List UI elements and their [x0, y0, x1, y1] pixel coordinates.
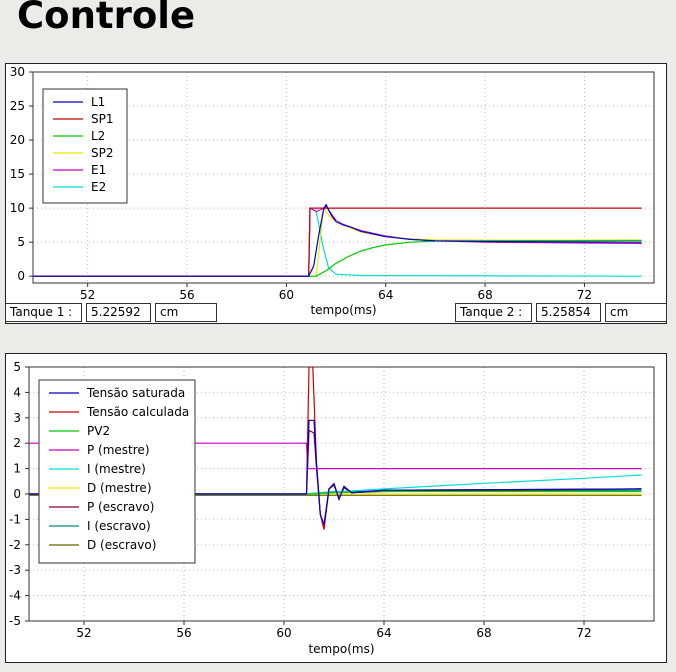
- tank2-unit: cm: [605, 303, 667, 322]
- legend-box: [38, 379, 196, 564]
- legend-label-l1: L1: [91, 95, 105, 109]
- legend-label-e2: E2: [91, 180, 106, 194]
- x-tick-label: 60: [276, 626, 291, 640]
- chart-panel-control: 52 56 60 64 68 72 -5 -4 -3 -2 -1 0 1 2 3 4 5 tempo(ms) Ten…: [5, 353, 667, 663]
- y-tick-label: 5: [17, 235, 25, 249]
- y-tick-label: 5: [13, 360, 21, 374]
- legend-label-tensao-calculada: Tensão calculada: [86, 405, 189, 419]
- page-title: Controle: [17, 0, 196, 37]
- x-tick-label: 52: [76, 626, 91, 640]
- chart-panel-levels: 52 56 60 64 68 72 0 5 10 15 20 25 30 tempo(ms) L1 SP1 L2…: [5, 63, 667, 324]
- tank2-value: 5.25854: [536, 303, 601, 322]
- x-tick-label: 68: [477, 288, 492, 302]
- legend-1: L1 SP1 L2 SP2 E1 E2: [42, 88, 128, 204]
- series-line-l1: [33, 203, 642, 277]
- y-tick-label: -3: [9, 563, 21, 577]
- legend-label-sp1: SP1: [91, 112, 114, 126]
- plot-area-1: 52 56 60 64 68 72 0 5 10 15 20 25 30 tempo(ms): [10, 65, 655, 317]
- y-tick-label: -2: [9, 538, 21, 552]
- legend-label-p-escravo: P (escravo): [87, 500, 154, 514]
- legend-label-tensao-saturada: Tensão saturada: [86, 386, 185, 400]
- tank1-unit: cm: [155, 303, 217, 322]
- series-line-tensao-saturada: [29, 419, 642, 525]
- y-tick-label: -4: [9, 589, 21, 603]
- legend-2: Tensão saturada Tensão calculada PV2 P (mes…: [38, 379, 196, 564]
- x-tick-label: 52: [80, 288, 95, 302]
- y-tick-label: 2: [13, 436, 21, 450]
- x-tick-label: 64: [378, 288, 393, 302]
- x-tick-label: 56: [179, 288, 194, 302]
- x-tick-label: 68: [476, 626, 491, 640]
- x-tick-label: 56: [176, 626, 191, 640]
- legend-label-pv2: PV2: [87, 424, 110, 438]
- x-tick-label: 72: [577, 288, 592, 302]
- legend-label-d-mestre: D (mestre): [87, 481, 152, 495]
- series-line-l2: [33, 239, 642, 277]
- y-tick-label: 25: [10, 99, 25, 113]
- x-tick-label: 60: [279, 288, 294, 302]
- y-tick-label: 0: [13, 487, 21, 501]
- y-tick-label: 10: [10, 201, 25, 215]
- tank2-label: Tanque 2 :: [455, 303, 532, 322]
- series-group-2: [29, 367, 642, 530]
- y-tick-label: -5: [9, 614, 21, 628]
- control-chart: 52 56 60 64 68 72 -5 -4 -3 -2 -1 0 1 2 3 4 5 tempo(ms) Ten…: [9, 360, 655, 656]
- y-tick-label: 3: [13, 411, 21, 425]
- legend-label-e1: E1: [91, 163, 106, 177]
- y-tick-label: 30: [10, 65, 25, 79]
- levels-chart: 52 56 60 64 68 72 0 5 10 15 20 25 30 tempo(ms) L1 SP1 L2…: [10, 65, 655, 317]
- y-tick-label: -1: [9, 512, 21, 526]
- y-tick-label: 1: [13, 462, 21, 476]
- x-axis-label: tempo(ms): [310, 303, 376, 317]
- legend-label-l2: L2: [91, 129, 105, 143]
- y-tick-label: 20: [10, 133, 25, 147]
- x-tick-label: 64: [376, 626, 391, 640]
- y-tick-label: 4: [13, 385, 21, 399]
- legend-label-p-mestre: P (mestre): [87, 443, 150, 457]
- legend-box: [42, 88, 128, 204]
- series-group-1: [33, 203, 642, 277]
- series-line-sp2: [33, 206, 642, 277]
- tank1-value: 5.22592: [86, 303, 151, 322]
- legend-label-d-escravo: D (escravo): [87, 538, 156, 552]
- legend-label-i-mestre: I (mestre): [87, 462, 146, 476]
- x-axis-label: tempo(ms): [308, 642, 374, 656]
- x-tick-label: 72: [576, 626, 591, 640]
- plot-frame: [32, 71, 655, 284]
- y-tick-label: 15: [10, 167, 25, 181]
- y-tick-label: 0: [17, 269, 25, 283]
- legend-label-sp2: SP2: [91, 146, 114, 160]
- tank1-label: Tanque 1 :: [5, 303, 82, 322]
- legend-label-i-escravo: I (escravo): [87, 519, 151, 533]
